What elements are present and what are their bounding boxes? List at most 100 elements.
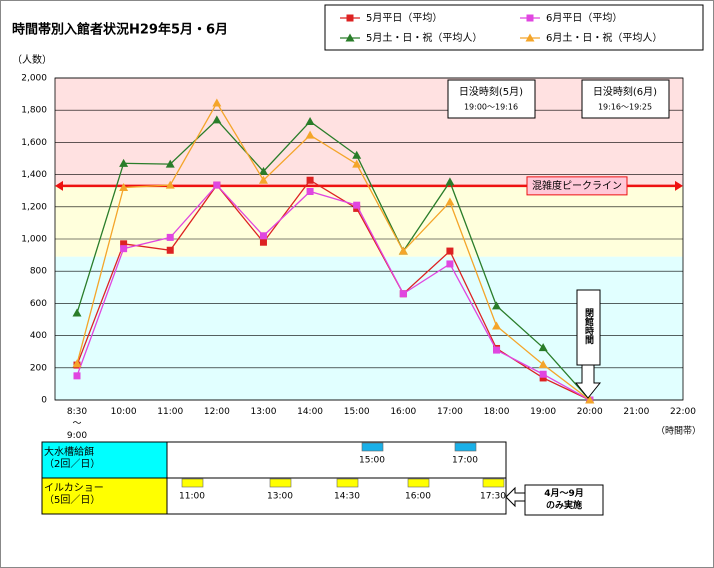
schedule-time: 17:30 bbox=[480, 492, 506, 502]
plot-border bbox=[54, 77, 684, 401]
note-box bbox=[524, 484, 604, 516]
sunset-box bbox=[447, 79, 536, 119]
point bbox=[446, 247, 454, 255]
point bbox=[213, 181, 221, 189]
point bbox=[399, 290, 407, 298]
band bbox=[55, 78, 683, 186]
legend-label: 5月土・日・祝（平均人） bbox=[366, 31, 482, 44]
sunset-text: 19:16～19:25 bbox=[598, 103, 652, 112]
x-tick-label: 15:00 bbox=[343, 407, 370, 417]
series-line bbox=[76, 101, 591, 401]
point bbox=[539, 374, 547, 382]
x-axis-label: （時間帯） bbox=[656, 425, 701, 437]
x-tick-label: 17:00 bbox=[436, 407, 463, 417]
point bbox=[258, 166, 268, 175]
schedule-label: イルカショー （5回／日） bbox=[44, 483, 104, 506]
y-tick-label: 800 bbox=[30, 267, 47, 277]
x-tick-label: 14:00 bbox=[297, 407, 324, 417]
sunset-text: 19:00～19:16 bbox=[464, 103, 518, 112]
point bbox=[526, 14, 534, 22]
x-tick-label: 8:30 ～ 9:00 bbox=[66, 407, 88, 441]
point bbox=[445, 177, 455, 186]
point bbox=[492, 321, 502, 330]
point bbox=[166, 246, 174, 254]
schedule-box bbox=[336, 478, 359, 488]
schedule-time: 15:00 bbox=[359, 456, 385, 466]
schedule-label-cell bbox=[41, 441, 168, 479]
y-tick-label: 600 bbox=[30, 299, 47, 309]
sunset-title: 日没時刻(6月) bbox=[593, 85, 657, 98]
point bbox=[259, 232, 267, 240]
y-tick-label: 400 bbox=[30, 331, 47, 341]
sunset-title: 日没時刻(5月) bbox=[459, 85, 523, 98]
schedule-time: 11:00 bbox=[179, 492, 205, 502]
point bbox=[165, 159, 175, 168]
point bbox=[165, 180, 175, 189]
point bbox=[73, 372, 81, 380]
schedule-time: 17:00 bbox=[452, 456, 478, 466]
x-tick-label: 22:00 bbox=[670, 407, 696, 417]
point bbox=[305, 116, 315, 125]
point bbox=[352, 150, 362, 159]
x-tick-label: 16:00 bbox=[390, 407, 417, 417]
point bbox=[212, 98, 222, 107]
schedule-label-cell bbox=[41, 477, 168, 515]
point bbox=[353, 201, 361, 209]
note-arrow bbox=[505, 486, 526, 508]
point bbox=[539, 370, 547, 378]
schedule-label: 大水槽給餌 （2回／日） bbox=[44, 447, 101, 470]
point bbox=[119, 158, 129, 167]
closing-label: 閉館時間 bbox=[583, 308, 595, 345]
sunset-box bbox=[581, 79, 670, 119]
schedule-box bbox=[454, 442, 477, 452]
legend-label: 6月平日（平均） bbox=[546, 12, 622, 24]
point bbox=[166, 233, 174, 241]
y-tick-label: 0 bbox=[41, 396, 47, 406]
point bbox=[306, 176, 314, 184]
point bbox=[305, 130, 315, 139]
point bbox=[119, 182, 129, 191]
y-tick-label: 1,400 bbox=[21, 170, 47, 180]
note: 4月～9月 のみ実施 bbox=[544, 489, 584, 511]
y-tick-label: 1,000 bbox=[21, 235, 47, 245]
y-tick-label: 1,800 bbox=[21, 106, 47, 116]
point bbox=[398, 246, 408, 255]
point bbox=[446, 260, 454, 268]
schedule-box bbox=[269, 478, 292, 488]
point bbox=[492, 301, 502, 310]
schedule-time: 16:00 bbox=[405, 492, 431, 502]
band bbox=[55, 185, 683, 257]
x-tick-label: 13:00 bbox=[250, 407, 277, 417]
legend-label: 6月土・日・祝（平均人） bbox=[546, 31, 662, 44]
peak-label: 混雑度ピークライン bbox=[532, 179, 622, 192]
x-tick-label: 19:00 bbox=[530, 407, 557, 417]
point bbox=[525, 33, 535, 42]
series-line bbox=[76, 118, 591, 401]
y-tick-label: 1,600 bbox=[21, 138, 47, 148]
x-tick-label: 20:00 bbox=[576, 407, 603, 417]
point bbox=[259, 238, 267, 246]
y-tick-label: 2,000 bbox=[21, 74, 47, 84]
point bbox=[345, 33, 355, 42]
series-line bbox=[76, 184, 591, 401]
y-tick-label: 1,200 bbox=[21, 202, 47, 212]
chart-title: 時間帯別入館者状況H29年5月・6月 bbox=[12, 22, 228, 38]
schedule-time: 13:00 bbox=[267, 492, 293, 502]
point bbox=[352, 159, 362, 168]
schedule-time: 14:30 bbox=[334, 492, 360, 502]
point bbox=[585, 395, 595, 404]
point bbox=[538, 343, 548, 352]
point bbox=[445, 197, 455, 206]
x-tick-label: 18:00 bbox=[483, 407, 510, 417]
legend bbox=[324, 4, 704, 51]
peak-label-box bbox=[526, 176, 628, 196]
point bbox=[120, 240, 128, 248]
x-tick-label: 21:00 bbox=[623, 407, 650, 417]
point bbox=[346, 14, 354, 22]
x-tick-label: 11:00 bbox=[157, 407, 184, 417]
point bbox=[306, 188, 314, 196]
schedule-box bbox=[361, 442, 384, 452]
point bbox=[493, 346, 501, 354]
